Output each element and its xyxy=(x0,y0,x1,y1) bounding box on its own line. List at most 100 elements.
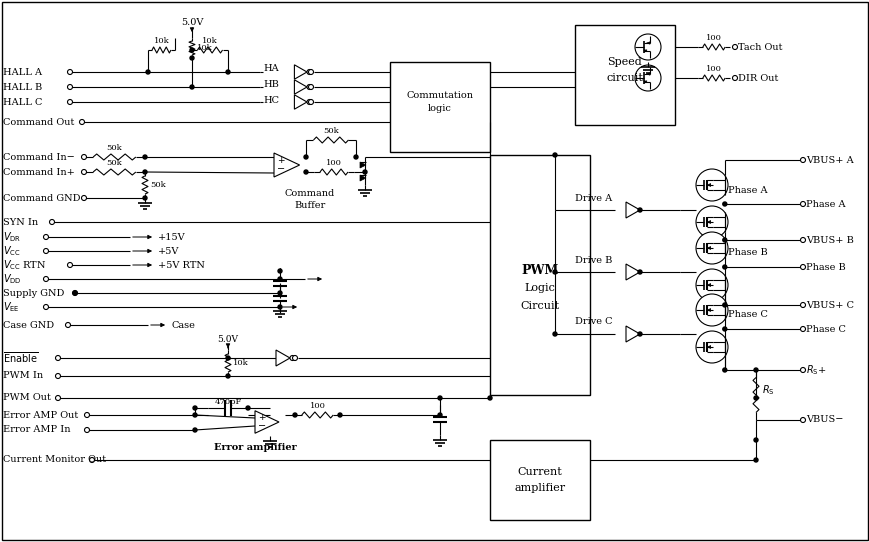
Text: Speed: Speed xyxy=(607,57,641,67)
Text: 470pF: 470pF xyxy=(214,398,242,406)
Circle shape xyxy=(82,196,86,201)
Text: 50k: 50k xyxy=(107,144,123,152)
Text: Current Monitor Out: Current Monitor Out xyxy=(3,455,106,464)
Text: Command Out: Command Out xyxy=(3,118,74,126)
Text: VBUS−: VBUS− xyxy=(805,416,842,424)
Circle shape xyxy=(695,331,727,363)
Circle shape xyxy=(307,69,312,74)
Text: SYN In: SYN In xyxy=(3,217,38,227)
Circle shape xyxy=(189,56,194,60)
Text: $V_{\rm EE}$: $V_{\rm EE}$ xyxy=(3,300,20,314)
Text: DIR Out: DIR Out xyxy=(737,74,778,82)
Circle shape xyxy=(193,413,196,417)
Circle shape xyxy=(695,206,727,238)
Circle shape xyxy=(50,220,55,224)
Circle shape xyxy=(308,100,313,105)
Circle shape xyxy=(43,248,49,254)
Text: Command In+: Command In+ xyxy=(3,167,75,177)
Bar xyxy=(574,25,674,125)
Text: VBUS+ B: VBUS+ B xyxy=(805,236,852,244)
Circle shape xyxy=(307,85,312,89)
Circle shape xyxy=(82,170,86,175)
Circle shape xyxy=(56,356,61,360)
Circle shape xyxy=(72,291,77,295)
Text: logic: logic xyxy=(428,104,451,113)
Text: circuit: circuit xyxy=(606,73,643,83)
Circle shape xyxy=(722,265,726,269)
Polygon shape xyxy=(626,264,640,280)
Circle shape xyxy=(303,155,308,159)
Text: Error AMP Out: Error AMP Out xyxy=(3,410,78,420)
Text: +15V: +15V xyxy=(158,233,185,242)
Circle shape xyxy=(695,232,727,264)
Text: 50k: 50k xyxy=(107,159,123,167)
Circle shape xyxy=(293,413,296,417)
Circle shape xyxy=(68,100,72,105)
Text: HB: HB xyxy=(262,80,279,88)
Polygon shape xyxy=(294,80,307,94)
Circle shape xyxy=(695,169,727,201)
Circle shape xyxy=(278,305,282,309)
Text: PWM In: PWM In xyxy=(3,371,43,380)
Text: $V_{\rm DR}$: $V_{\rm DR}$ xyxy=(3,230,22,244)
Circle shape xyxy=(79,119,84,125)
Circle shape xyxy=(338,413,342,417)
Circle shape xyxy=(68,69,72,74)
Text: Circuit: Circuit xyxy=(520,301,559,311)
Text: +5V RTN: +5V RTN xyxy=(158,261,204,269)
Text: HALL C: HALL C xyxy=(3,98,43,106)
Text: HC: HC xyxy=(262,95,279,105)
Circle shape xyxy=(226,374,229,378)
Circle shape xyxy=(354,155,357,159)
Circle shape xyxy=(43,276,49,281)
Circle shape xyxy=(278,291,282,295)
Text: $V_{\rm CC}$ RTN: $V_{\rm CC}$ RTN xyxy=(3,258,46,272)
Text: Phase C: Phase C xyxy=(727,309,767,319)
Circle shape xyxy=(799,326,805,332)
Circle shape xyxy=(308,69,313,74)
Text: VBUS+ A: VBUS+ A xyxy=(805,156,852,165)
Text: Case GND: Case GND xyxy=(3,320,54,330)
Bar xyxy=(489,155,589,395)
Circle shape xyxy=(143,170,147,174)
Text: 10k: 10k xyxy=(233,359,249,367)
Text: Drive A: Drive A xyxy=(574,193,612,203)
Circle shape xyxy=(799,264,805,269)
Text: Phase C: Phase C xyxy=(805,325,845,333)
Text: 5.0V: 5.0V xyxy=(217,335,238,345)
Text: Drive B: Drive B xyxy=(574,255,612,264)
Circle shape xyxy=(278,277,282,281)
Text: Phase A: Phase A xyxy=(727,185,766,195)
Text: Phase B: Phase B xyxy=(805,262,845,272)
Polygon shape xyxy=(360,175,366,181)
Circle shape xyxy=(84,428,90,433)
Text: +: + xyxy=(258,413,265,422)
Circle shape xyxy=(753,458,757,462)
Circle shape xyxy=(68,262,72,268)
Circle shape xyxy=(753,396,757,400)
Text: Command GND: Command GND xyxy=(3,193,81,203)
Text: PWM Out: PWM Out xyxy=(3,393,50,403)
Circle shape xyxy=(143,196,147,200)
Circle shape xyxy=(488,396,492,400)
Text: HALL B: HALL B xyxy=(3,82,43,92)
Text: −: − xyxy=(258,422,266,431)
Text: +: + xyxy=(276,156,284,165)
Circle shape xyxy=(437,413,441,417)
Circle shape xyxy=(799,417,805,423)
Circle shape xyxy=(553,332,556,336)
Circle shape xyxy=(68,85,72,89)
Text: Commutation: Commutation xyxy=(406,91,473,100)
Circle shape xyxy=(226,70,229,74)
Text: Current: Current xyxy=(517,467,561,477)
Polygon shape xyxy=(626,326,640,342)
Text: Command: Command xyxy=(284,189,335,197)
Text: VBUS+ C: VBUS+ C xyxy=(805,300,853,309)
Polygon shape xyxy=(294,65,307,79)
Text: 10k: 10k xyxy=(154,37,169,45)
Circle shape xyxy=(634,65,660,91)
Text: 10k: 10k xyxy=(202,37,217,45)
Circle shape xyxy=(193,406,196,410)
Text: amplifier: amplifier xyxy=(514,483,565,493)
Circle shape xyxy=(722,238,726,242)
